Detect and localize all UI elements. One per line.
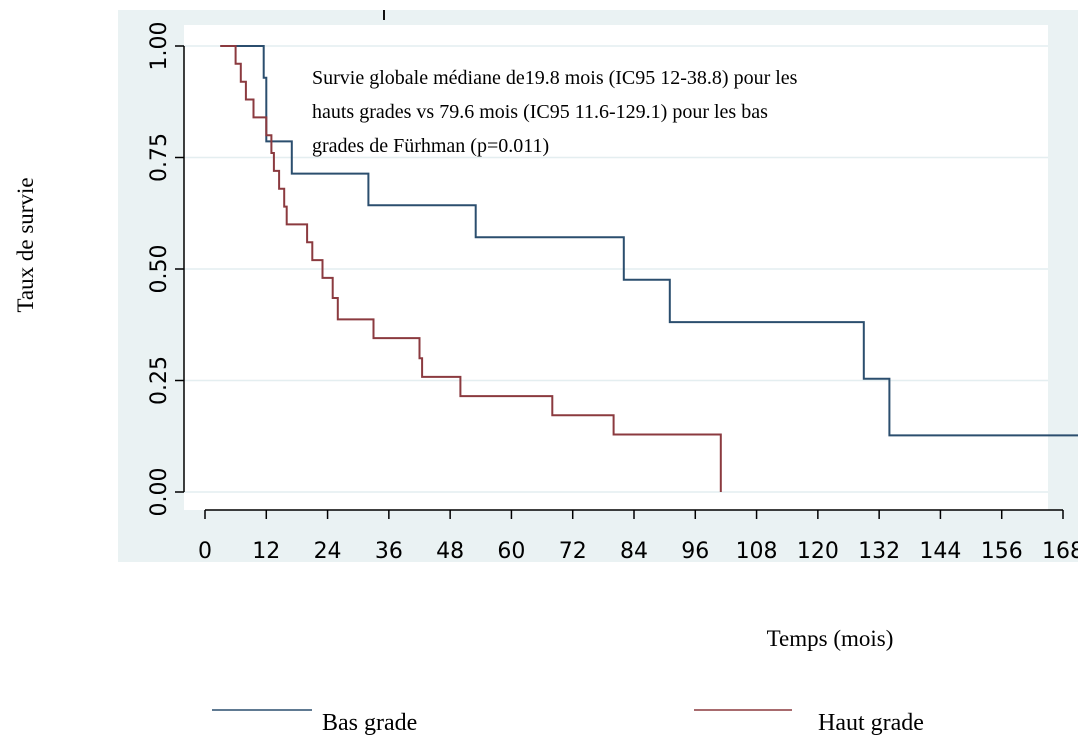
x-tick-label: 96	[681, 539, 709, 564]
x-tick-label: 12	[252, 539, 280, 564]
x-tick-label: 132	[858, 539, 900, 564]
plot-area	[184, 25, 1048, 510]
legend-label-haut-grade: Haut grade	[818, 710, 924, 736]
x-tick-label: 120	[797, 539, 839, 564]
y-axis-ticks: 0.00 0.25 0.50 0.75 1.00	[147, 22, 184, 517]
x-tick-label: 48	[436, 539, 464, 564]
x-axis-title: Temps (mois)	[767, 626, 894, 651]
series-line-bas-grade	[220, 45, 1078, 437]
gridlines	[184, 45, 1048, 493]
survival-curves	[220, 45, 1078, 492]
x-tick-label: 0	[198, 539, 212, 564]
x-tick-label: 168	[1042, 539, 1078, 564]
x-tick-label: 60	[497, 539, 525, 564]
y-tick-label: 0.75	[147, 133, 172, 182]
y-tick-label: 1.00	[147, 22, 172, 71]
y-tick-label: 0.00	[147, 468, 172, 517]
x-tick-label: 108	[736, 539, 778, 564]
y-axis-title: Taux de survie	[13, 177, 38, 312]
x-tick-label: 72	[559, 539, 587, 564]
x-tick-label: 84	[620, 539, 648, 564]
annotation-line-2: hauts grades vs 79.6 mois (IC95 11.6-129…	[312, 101, 768, 123]
y-tick-label: 0.25	[147, 356, 172, 405]
x-tick-label: 24	[314, 539, 342, 564]
x-tick-label: 156	[981, 539, 1023, 564]
annotation-line-1: Survie globale médiane de19.8 mois (IC95…	[312, 67, 798, 89]
x-tick-label: 144	[919, 539, 961, 564]
x-tick-label: 36	[375, 539, 403, 564]
y-tick-label: 0.50	[147, 245, 172, 294]
series-line-haut-grade	[220, 45, 722, 492]
annotation-line-3: grades de Fürhman (p=0.011)	[312, 135, 549, 157]
legend-label-bas-grade: Bas grade	[322, 710, 417, 736]
x-axis-ticks: 0 12 24 36 48 60 72 84 96 108 120 132 144 156 168	[198, 510, 1078, 564]
